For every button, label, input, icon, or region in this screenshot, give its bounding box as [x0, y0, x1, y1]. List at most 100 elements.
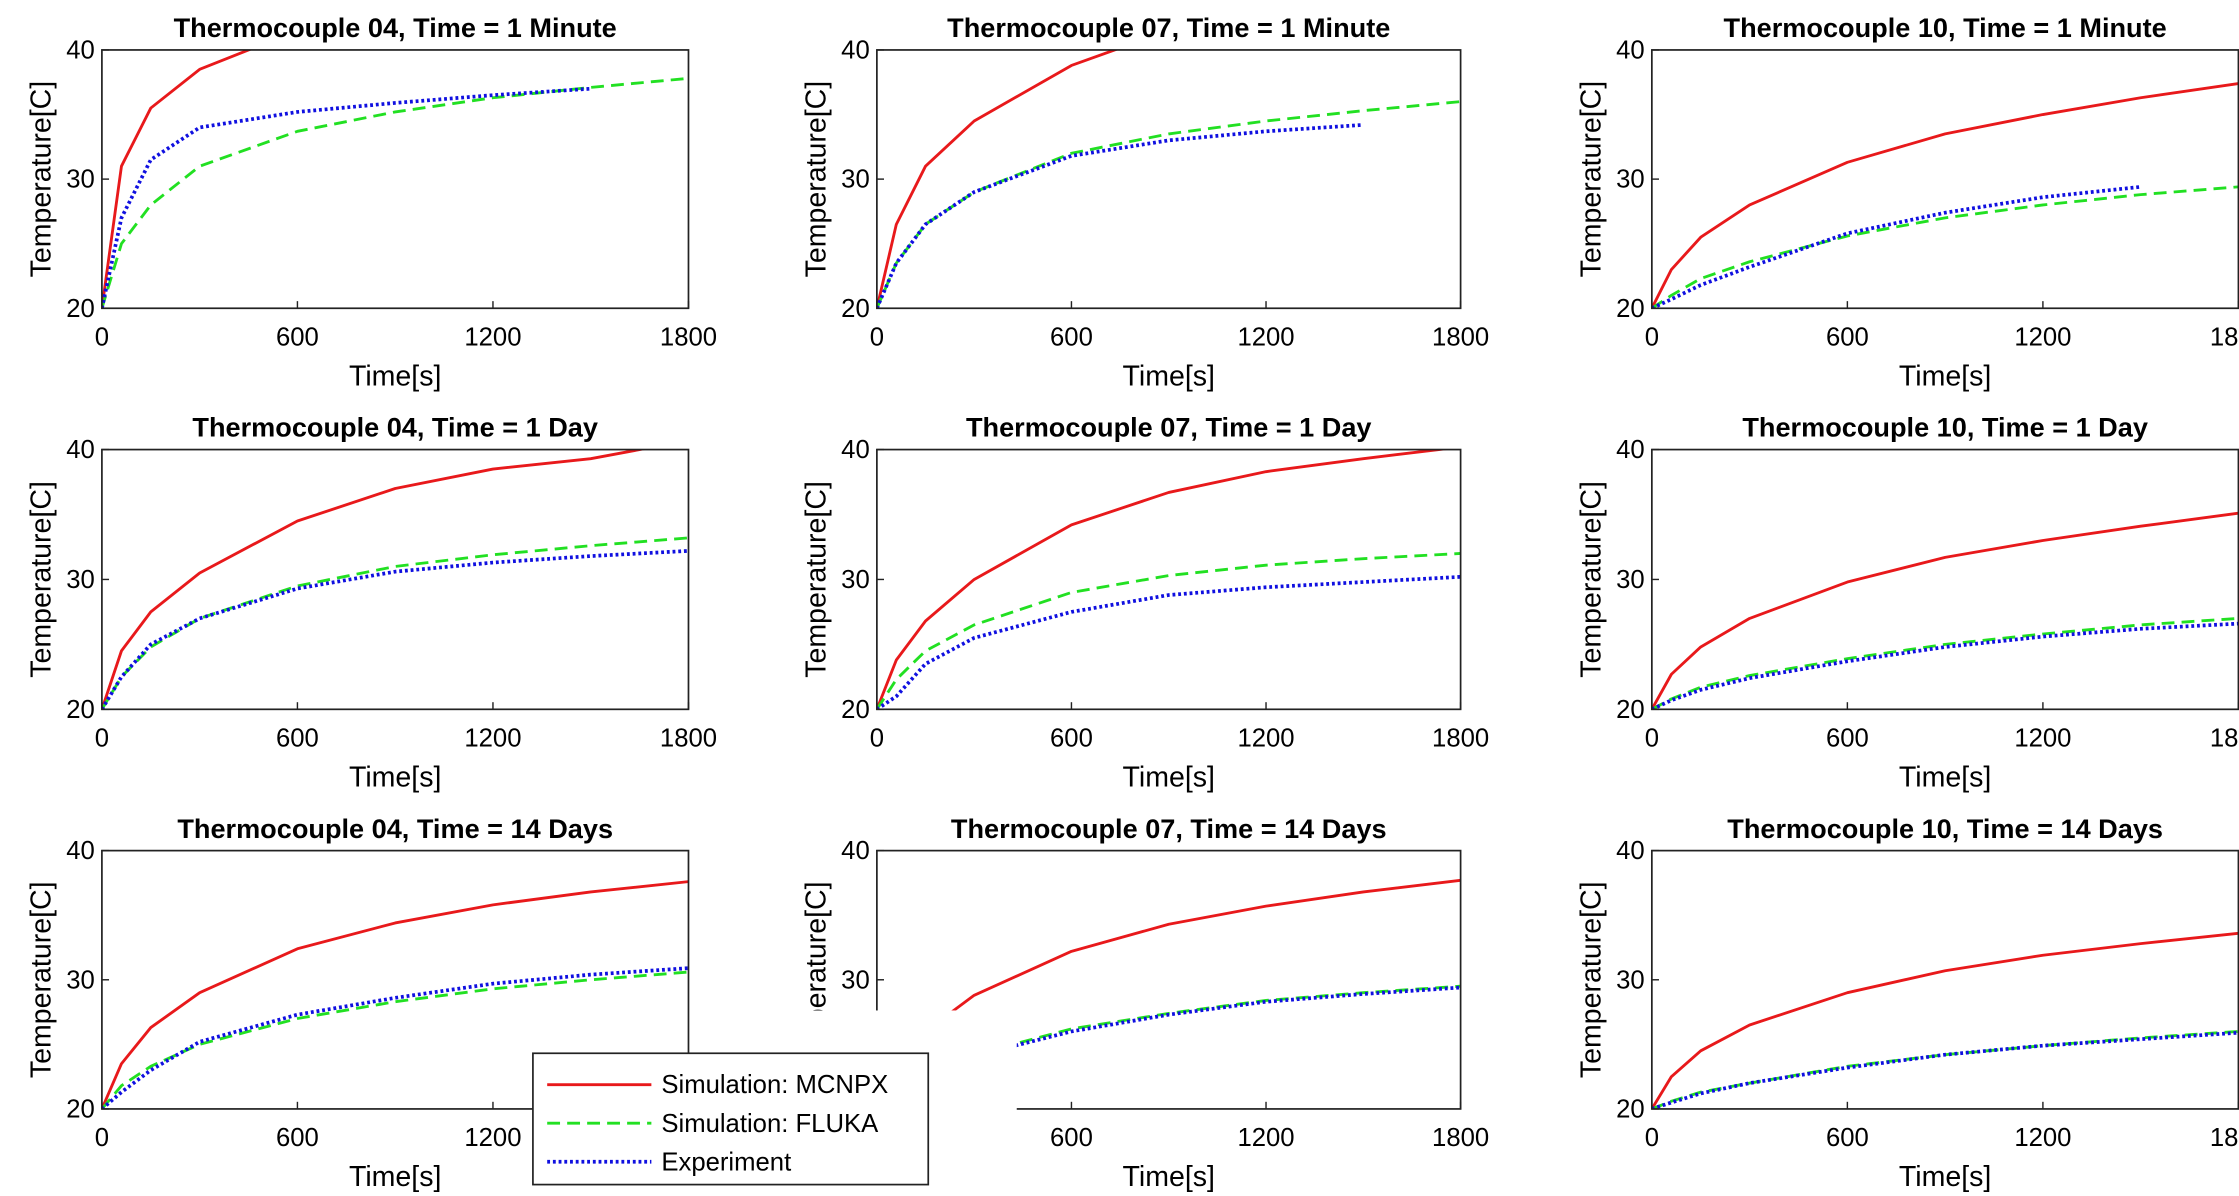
series-group [1651, 82, 2239, 309]
chart-title: Thermocouple 07, Time = 14 Days [951, 813, 1387, 844]
x-axis-label: Time[s] [349, 761, 441, 793]
x-tick-label: 1800 [1432, 1124, 1489, 1152]
axes-box [876, 849, 1462, 1110]
plot-area [101, 49, 689, 309]
y-tick-label: 30 [1616, 166, 1645, 194]
plot-area [1651, 49, 2239, 309]
x-tick-label: 1200 [464, 724, 521, 752]
chart-title: Thermocouple 04, Time = 14 Days [177, 813, 613, 844]
plot-area [1651, 449, 2239, 710]
legend-label: Simulation: FLUKA [661, 1110, 879, 1138]
x-axis-label: Time[s] [349, 1161, 441, 1193]
x-axis-label: Time[s] [1123, 360, 1215, 392]
series-group [876, 49, 1461, 309]
y-tick-label: 40 [841, 837, 870, 865]
legend: Simulation: MCNPX Simulation: FLUKA Experi… [532, 1052, 930, 1186]
series-line [876, 574, 1461, 710]
x-axis-label: Time[s] [1899, 761, 1991, 793]
chart-title: Thermocouple 07, Time = 1 Minute [947, 12, 1390, 43]
y-tick-label: 20 [66, 696, 95, 724]
series-line [876, 449, 1451, 710]
subplot: Thermocouple 10, Time = 14 Days Time[s] Te… [1575, 813, 2239, 1193]
x-tick-label: 1800 [2210, 1124, 2239, 1152]
chart-title: Thermocouple 10, Time = 14 Days [1727, 813, 2163, 844]
x-tick-label: 0 [1645, 724, 1659, 752]
series-line [1651, 616, 2239, 710]
x-tick-label: 1200 [1237, 1124, 1294, 1152]
subplot: Thermocouple 10, Time = 1 Minute Time[s] T… [1575, 12, 2239, 392]
series-group [1651, 511, 2239, 710]
axes-box [876, 448, 1462, 711]
x-axis-label: Time[s] [1123, 761, 1215, 793]
y-axis-label: Temperature[C] [26, 81, 58, 278]
x-tick-label: 1800 [1432, 724, 1489, 752]
x-tick-label: 0 [870, 323, 884, 351]
x-axis-label: Time[s] [1899, 1161, 1991, 1193]
x-tick-label: 1200 [2014, 323, 2071, 351]
series-line [101, 549, 689, 710]
axes-box [1650, 49, 2239, 310]
y-tick-label: 40 [66, 436, 95, 464]
x-tick-label: 1200 [1237, 724, 1294, 752]
series-line [876, 49, 1119, 309]
subplot: Thermocouple 07, Time = 1 Minute Time[s] T… [800, 12, 1489, 392]
axes-box [101, 49, 690, 310]
y-tick-label: 30 [66, 966, 95, 994]
plots: Thermocouple 04, Time = 1 MinuteTime[s]T… [26, 12, 2239, 1193]
x-tick-label: 600 [276, 724, 319, 752]
subplot: Thermocouple 04, Time = 14 Days Time[s] Te… [26, 813, 718, 1193]
subplot: Thermocouple 04, Time = 1 Day Time[s] Temp… [26, 412, 718, 794]
y-axis-label: Temperature[C] [26, 881, 58, 1078]
x-tick-label: 600 [276, 1124, 319, 1152]
plot-area [101, 449, 689, 710]
x-tick-label: 0 [95, 323, 109, 351]
y-tick-label: 30 [1616, 966, 1645, 994]
series-line [1651, 1030, 2239, 1109]
subplot: Thermocouple 07, Time = 1 Day Time[s] Temp… [800, 412, 1489, 794]
subplot: Thermocouple 07, Time = 14 DaysTime[s]Te… [800, 813, 1489, 1193]
y-tick-label: 40 [1616, 37, 1645, 65]
axes-box [101, 448, 690, 711]
series-group [101, 49, 689, 309]
x-axis-label: Time[s] [1123, 1161, 1215, 1193]
subplot: Thermocouple 10, Time = 1 Day Time[s] Temp… [1575, 412, 2239, 793]
plot-area [1651, 850, 2239, 1109]
x-tick-label: 600 [276, 323, 319, 351]
y-tick-label: 30 [66, 166, 95, 194]
y-tick-label: 30 [841, 166, 870, 194]
x-tick-label: 600 [1050, 724, 1093, 752]
x-tick-label: 1200 [2014, 1124, 2071, 1152]
series-group [876, 449, 1461, 710]
y-tick-label: 20 [1616, 295, 1645, 323]
plot-area [876, 49, 1461, 309]
x-tick-label: 1800 [1432, 323, 1489, 351]
series-line [876, 123, 1364, 309]
series-line [1651, 82, 2239, 309]
y-tick-label: 20 [1616, 1096, 1645, 1124]
x-tick-label: 1200 [464, 323, 521, 351]
chart-title: Thermocouple 10, Time = 1 Day [1742, 412, 2148, 443]
series-line [1651, 931, 2239, 1109]
axes-box [1650, 448, 2239, 711]
y-tick-label: 40 [841, 436, 870, 464]
x-tick-label: 0 [1645, 323, 1659, 351]
x-tick-label: 1800 [660, 724, 717, 752]
x-tick-label: 600 [1050, 1124, 1093, 1152]
x-tick-label: 1800 [2210, 724, 2239, 752]
series-line [1651, 185, 2239, 309]
y-tick-label: 30 [66, 566, 95, 594]
x-tick-label: 0 [95, 1124, 109, 1152]
x-tick-label: 1200 [464, 1124, 521, 1152]
y-tick-label: 20 [841, 295, 870, 323]
series-line [876, 552, 1461, 710]
x-axis-label: Time[s] [1899, 360, 1991, 392]
y-tick-label: 40 [66, 37, 95, 65]
x-tick-label: 0 [870, 724, 884, 752]
series-line [101, 970, 689, 1109]
y-axis-label: Temperature[C] [800, 481, 832, 678]
y-tick-label: 20 [1616, 696, 1645, 724]
series-group [1651, 931, 2239, 1109]
series-line [101, 449, 648, 710]
x-tick-label: 0 [95, 724, 109, 752]
